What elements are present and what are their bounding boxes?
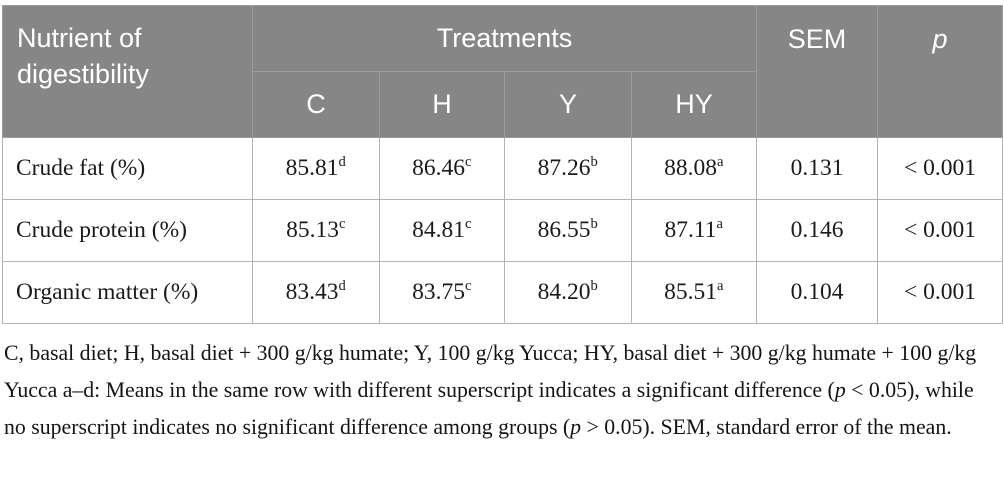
mean-value: 85.81: [285, 155, 339, 181]
p-value-cell: < 0.001: [877, 261, 1004, 324]
value-cell: 84.81c: [379, 199, 505, 262]
header-treatment-hy: HY: [630, 71, 758, 138]
row-label: Crude protein (%): [2, 199, 253, 262]
superscript-letter: b: [590, 278, 599, 295]
value-cell: 83.43d: [252, 261, 380, 324]
table-row-organic-matter: Organic matter (%) 83.43d 83.75c 84.20b …: [2, 261, 1004, 324]
mean-value: 84.81: [412, 217, 465, 243]
table-row-crude-protein: Crude protein (%) 85.13c 84.81c 86.55b 8…: [2, 199, 1004, 262]
mean-value: 84.20: [537, 279, 591, 305]
superscript-letter: d: [338, 278, 347, 295]
value-cell: 86.46c: [379, 137, 505, 200]
footnote-text: < 0.05), while no superscript indicates …: [4, 378, 974, 439]
header-treatment-y: Y: [504, 71, 632, 138]
mean-value: 86.46: [412, 155, 465, 181]
footnote-text: C, basal diet; H, basal diet + 300 g/kg …: [4, 341, 977, 402]
value-cell: 87.11a: [630, 199, 758, 262]
p-value-cell: < 0.001: [877, 137, 1004, 200]
sem-cell: 0.104: [756, 261, 879, 324]
row-label: Organic matter (%): [2, 261, 253, 324]
superscript-letter: c: [464, 278, 472, 295]
superscript-letter: d: [338, 154, 347, 171]
p-value-cell: < 0.001: [877, 199, 1004, 262]
mean-value: 85.51: [664, 279, 717, 305]
row-label: Crude fat (%): [2, 137, 253, 200]
value-cell: 84.20b: [504, 261, 632, 324]
table-header: Nutrient of digestibility Treatments SEM…: [2, 5, 1004, 138]
mean-value: 85.13: [286, 217, 339, 243]
digestibility-table: Nutrient of digestibility Treatments SEM…: [2, 5, 1004, 324]
value-cell: 88.08a: [630, 137, 758, 200]
mean-value: 83.75: [412, 279, 465, 305]
sem-cell: 0.131: [756, 137, 879, 200]
superscript-letter: a: [716, 216, 724, 233]
value-cell: 85.51a: [630, 261, 758, 324]
mean-value: 87.11: [664, 217, 717, 243]
header-sem: SEM: [756, 5, 879, 138]
mean-value: 83.43: [285, 279, 339, 305]
superscript-letter: c: [464, 154, 472, 171]
value-cell: 87.26b: [504, 137, 632, 200]
header-treatment-h: H: [379, 71, 505, 138]
superscript-letter: a: [716, 278, 724, 295]
superscript-letter: b: [590, 216, 599, 233]
sem-cell: 0.146: [756, 199, 879, 262]
value-cell: 83.75c: [379, 261, 505, 324]
superscript-letter: c: [464, 216, 472, 233]
superscript-letter: b: [590, 154, 599, 171]
superscript-letter: c: [338, 216, 346, 233]
header-treatment-c: C: [252, 71, 380, 138]
header-nutrient-of-digestibility: Nutrient of digestibility: [2, 5, 253, 138]
mean-value: 86.55: [537, 217, 591, 243]
mean-value: 88.08: [664, 155, 717, 181]
header-p-value: p: [877, 5, 1004, 138]
footnote-p-symbol: p: [834, 378, 846, 402]
mean-value: 87.26: [537, 155, 591, 181]
footnote-text: > 0.05). SEM, standard error of the mean…: [581, 415, 952, 439]
value-cell: 85.13c: [252, 199, 380, 262]
footnote-p-symbol: p: [570, 415, 582, 439]
table-body: Crude fat (%) 85.81d 86.46c 87.26b 88.08…: [2, 137, 1004, 324]
table-footnote: C, basal diet; H, basal diet + 300 g/kg …: [4, 335, 1000, 446]
table-row-crude-fat: Crude fat (%) 85.81d 86.46c 87.26b 88.08…: [2, 137, 1004, 200]
value-cell: 86.55b: [504, 199, 632, 262]
value-cell: 85.81d: [252, 137, 380, 200]
header-treatments: Treatments: [251, 5, 758, 72]
superscript-letter: a: [716, 154, 724, 171]
